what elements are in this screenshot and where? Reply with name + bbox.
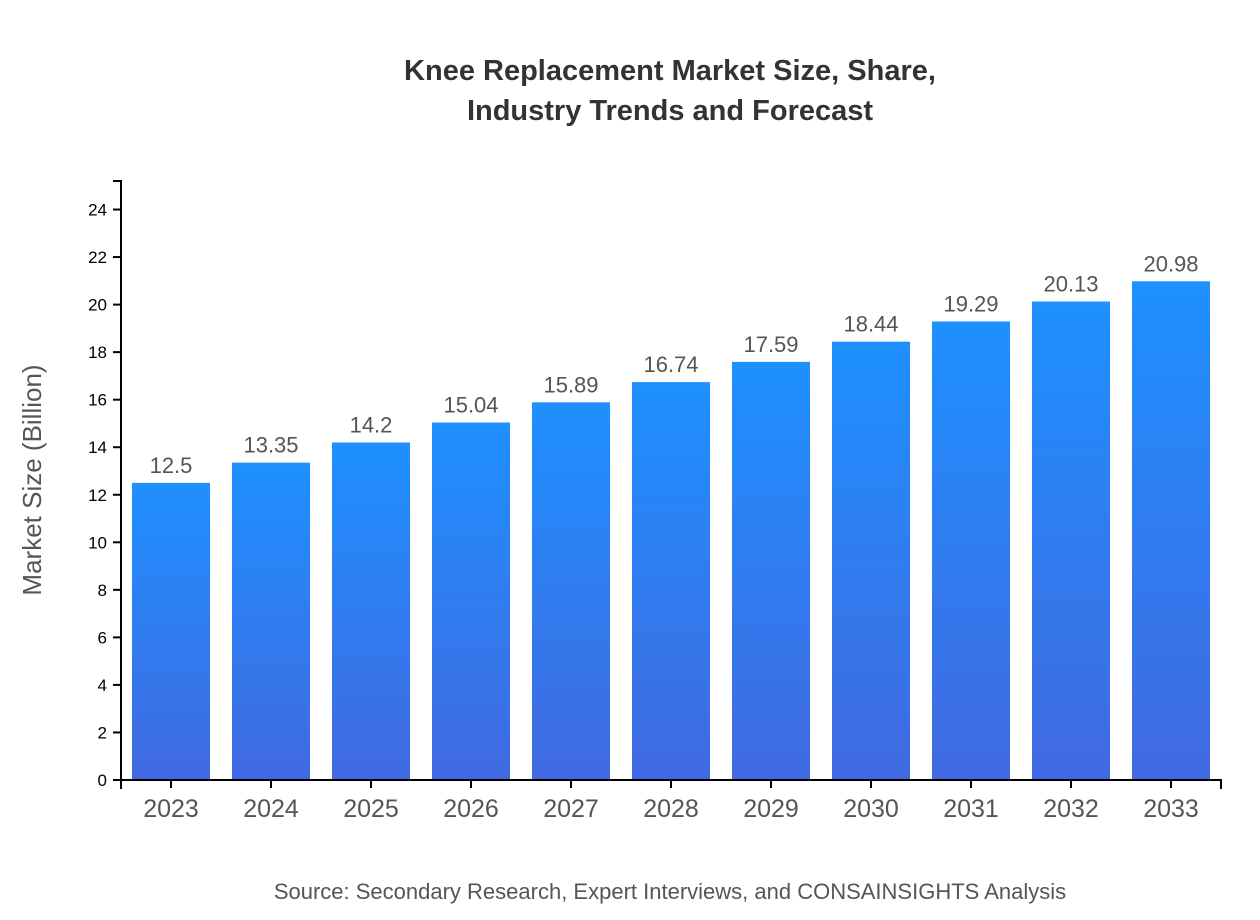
x-tick-label-2033: 2033 — [1143, 795, 1199, 823]
data-label-2025: 14.2 — [350, 412, 393, 437]
x-tick-label-2023: 2023 — [143, 795, 199, 823]
source-note: Source: Secondary Research, Expert Inter… — [274, 879, 1066, 904]
x-tick-label-2024: 2024 — [243, 795, 299, 823]
data-label-2028: 16.74 — [643, 352, 698, 377]
axes-group: 2023 2024 2025 2026 2027 2028 2029 2030 2031 2032… — [88, 180, 1222, 823]
x-tick-label-2029: 2029 — [743, 795, 799, 823]
y-tick-label-16: 16 — [88, 391, 107, 410]
data-label-2026: 15.04 — [443, 393, 498, 418]
bar-2024 — [232, 462, 310, 780]
x-axis-line — [120, 779, 1222, 789]
data-label-2030: 18.44 — [843, 312, 898, 337]
y-tick-label-22: 22 — [88, 248, 107, 267]
y-tick-label-8: 8 — [98, 581, 107, 600]
y-tick-label-10: 10 — [88, 533, 107, 552]
chart-title-line-1: Knee Replacement Market Size, Share, — [404, 55, 936, 87]
y-tick-label-6: 6 — [98, 628, 107, 647]
y-tick-label-18: 18 — [88, 343, 107, 362]
bars-group: 12.5 13.35 14.2 15.04 15.89 16.74 17.59 18.44 19… — [132, 251, 1210, 780]
x-tick-label-2027: 2027 — [543, 795, 599, 823]
y-tick-label-12: 12 — [88, 486, 107, 505]
data-label-2023: 12.5 — [150, 453, 193, 478]
data-label-2031: 19.29 — [943, 291, 998, 316]
x-tick-label-2028: 2028 — [643, 795, 699, 823]
x-tick-label-2026: 2026 — [443, 795, 499, 823]
data-label-2029: 17.59 — [743, 332, 798, 357]
y-tick-label-4: 4 — [98, 676, 107, 695]
data-label-2027: 15.89 — [543, 372, 598, 397]
bar-2028 — [632, 382, 710, 780]
bar-2025 — [332, 442, 410, 780]
y-tick-label-20: 20 — [88, 296, 107, 315]
y-tick-label-14: 14 — [88, 438, 107, 457]
x-tick-label-2032: 2032 — [1043, 795, 1099, 823]
bar-2023 — [132, 482, 210, 780]
bar-2032 — [1032, 301, 1110, 780]
y-axis-label: Market Size (Billion) — [17, 364, 47, 595]
bar-2029 — [732, 361, 810, 780]
data-label-2032: 20.13 — [1043, 272, 1098, 297]
bar-2027 — [532, 402, 610, 780]
data-label-2024: 13.35 — [243, 433, 298, 458]
y-tick-label-2: 2 — [98, 723, 107, 742]
y-tick-label-24: 24 — [88, 201, 107, 220]
bar-2026 — [432, 422, 510, 780]
bar-2031 — [932, 321, 1010, 780]
x-tick-label-2030: 2030 — [843, 795, 899, 823]
y-tick-label-0: 0 — [98, 771, 107, 790]
chart-title-line-2: Industry Trends and Forecast — [467, 95, 873, 127]
y-axis-line — [113, 180, 122, 780]
data-label-2033: 20.98 — [1143, 251, 1198, 276]
x-tick-label-2025: 2025 — [343, 795, 399, 823]
bar-2033 — [1132, 281, 1210, 780]
x-tick-label-2031: 2031 — [943, 795, 999, 823]
bar-2030 — [832, 341, 910, 780]
